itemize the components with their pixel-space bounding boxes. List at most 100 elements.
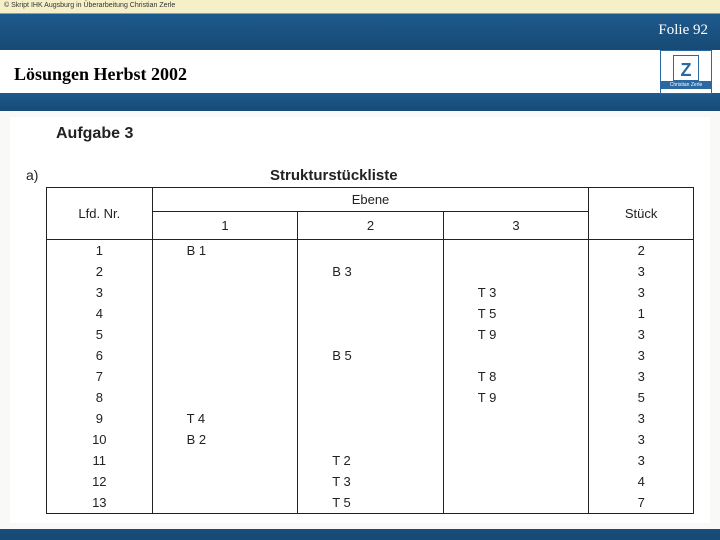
- cell-e1: [153, 324, 299, 345]
- cell-stk: 3: [589, 261, 693, 282]
- scanned-document: Aufgabe 3 a) Strukturstückliste Lfd. Nr.…: [10, 117, 710, 523]
- cell-lfd: 1: [47, 240, 153, 261]
- cell-stk: 3: [589, 450, 693, 471]
- cell-e3: [444, 408, 590, 429]
- col-header-stueck: Stück: [589, 188, 693, 239]
- cell-e2: [298, 282, 444, 303]
- col-header-ebene: Ebene: [153, 188, 589, 212]
- cell-lfd: 3: [47, 282, 153, 303]
- cell-e2: T 2: [298, 450, 444, 471]
- table-row: 2 B 3 3: [47, 261, 693, 282]
- cell-stk: 5: [589, 387, 693, 408]
- cell-e1: T 4: [153, 408, 299, 429]
- cell-e2: [298, 366, 444, 387]
- cell-e1: [153, 303, 299, 324]
- brand-logo: Z Christian Zerle: [660, 50, 712, 94]
- cell-e2: B 5: [298, 345, 444, 366]
- cell-lfd: 2: [47, 261, 153, 282]
- table-row: 1B 1 2: [47, 240, 693, 261]
- copyright-text: © Skript IHK Augsburg in Überarbeitung C…: [4, 2, 175, 9]
- table-row: 11 T 2 3: [47, 450, 693, 471]
- cell-stk: 3: [589, 282, 693, 303]
- cell-e3: [444, 450, 590, 471]
- footer-strip: [0, 534, 720, 540]
- copyright-bar: © Skript IHK Augsburg in Überarbeitung C…: [0, 0, 720, 14]
- col-header-e2: 2: [298, 212, 444, 239]
- cell-e2: [298, 387, 444, 408]
- cell-e3: [444, 492, 590, 513]
- cell-e3: [444, 429, 590, 450]
- cell-e3: T 9: [444, 324, 590, 345]
- cell-lfd: 8: [47, 387, 153, 408]
- cell-stk: 2: [589, 240, 693, 261]
- cell-e1: [153, 261, 299, 282]
- col-header-lfd: Lfd. Nr.: [47, 188, 153, 239]
- cell-e2: [298, 324, 444, 345]
- cell-e2: [298, 429, 444, 450]
- cell-stk: 1: [589, 303, 693, 324]
- cell-e1: [153, 492, 299, 513]
- cell-lfd: 12: [47, 471, 153, 492]
- header-band: Folie 92: [0, 14, 720, 50]
- cell-e1: [153, 450, 299, 471]
- cell-lfd: 7: [47, 366, 153, 387]
- cell-lfd: 10: [47, 429, 153, 450]
- cell-lfd: 13: [47, 492, 153, 513]
- table-row: 5 T 93: [47, 324, 693, 345]
- cell-lfd: 6: [47, 345, 153, 366]
- cell-e2: [298, 408, 444, 429]
- divider-band: [0, 93, 720, 111]
- cell-e2: [298, 240, 444, 261]
- content-area: Aufgabe 3 a) Strukturstückliste Lfd. Nr.…: [0, 111, 720, 529]
- col-header-e1: 1: [153, 212, 299, 239]
- logo-text: Christian Zerle: [661, 81, 711, 89]
- cell-e3: [444, 240, 590, 261]
- cell-e1: [153, 345, 299, 366]
- cell-e2: T 5: [298, 492, 444, 513]
- title-area: Lösungen Herbst 2002: [0, 50, 720, 93]
- task-heading: Aufgabe 3: [56, 125, 133, 143]
- cell-e3: T 5: [444, 303, 590, 324]
- table-title: Strukturstückliste: [270, 167, 398, 184]
- table-row: 3T 33: [47, 282, 693, 303]
- table-row: 6 B 5 3: [47, 345, 693, 366]
- cell-e3: T 9: [444, 387, 590, 408]
- cell-stk: 7: [589, 492, 693, 513]
- structure-table: Lfd. Nr. Ebene 1 2 3 Stück 1B 122B 333T …: [46, 187, 694, 514]
- cell-e1: [153, 387, 299, 408]
- table-row: 10B 23: [47, 429, 693, 450]
- cell-stk: 3: [589, 366, 693, 387]
- cell-lfd: 5: [47, 324, 153, 345]
- cell-lfd: 9: [47, 408, 153, 429]
- col-header-e3: 3: [444, 212, 589, 239]
- cell-e3: [444, 345, 590, 366]
- table-row: 12 T 3 4: [47, 471, 693, 492]
- cell-e2: B 3: [298, 261, 444, 282]
- cell-lfd: 4: [47, 303, 153, 324]
- logo-z-icon: Z: [678, 60, 694, 76]
- cell-e3: T 3: [444, 282, 590, 303]
- cell-lfd: 11: [47, 450, 153, 471]
- cell-e3: T 8: [444, 366, 590, 387]
- table-row: 9T 43: [47, 408, 693, 429]
- subtask-label: a): [26, 167, 38, 183]
- col-header-ebene-group: Ebene 1 2 3: [153, 188, 590, 239]
- table-row: 8 T 95: [47, 387, 693, 408]
- cell-e2: T 3: [298, 471, 444, 492]
- cell-e1: [153, 366, 299, 387]
- cell-e2: [298, 303, 444, 324]
- cell-stk: 3: [589, 429, 693, 450]
- cell-e1: B 1: [153, 240, 299, 261]
- cell-e3: [444, 471, 590, 492]
- table-row: 7 T 83: [47, 366, 693, 387]
- page-title: Lösungen Herbst 2002: [14, 64, 710, 85]
- table-row: 4 T 51: [47, 303, 693, 324]
- cell-stk: 4: [589, 471, 693, 492]
- table-body: 1B 122B 333T 334T 515T 936B 537T 838T 95…: [47, 240, 693, 513]
- slide-number: Folie 92: [658, 22, 708, 39]
- cell-e1: [153, 471, 299, 492]
- cell-stk: 3: [589, 324, 693, 345]
- table-row: 13 T 5 7: [47, 492, 693, 513]
- cell-stk: 3: [589, 345, 693, 366]
- cell-e3: [444, 261, 590, 282]
